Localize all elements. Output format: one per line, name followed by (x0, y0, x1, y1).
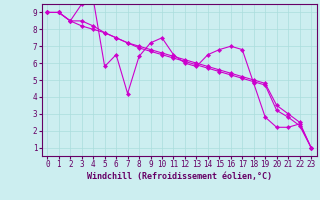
X-axis label: Windchill (Refroidissement éolien,°C): Windchill (Refroidissement éolien,°C) (87, 172, 272, 181)
